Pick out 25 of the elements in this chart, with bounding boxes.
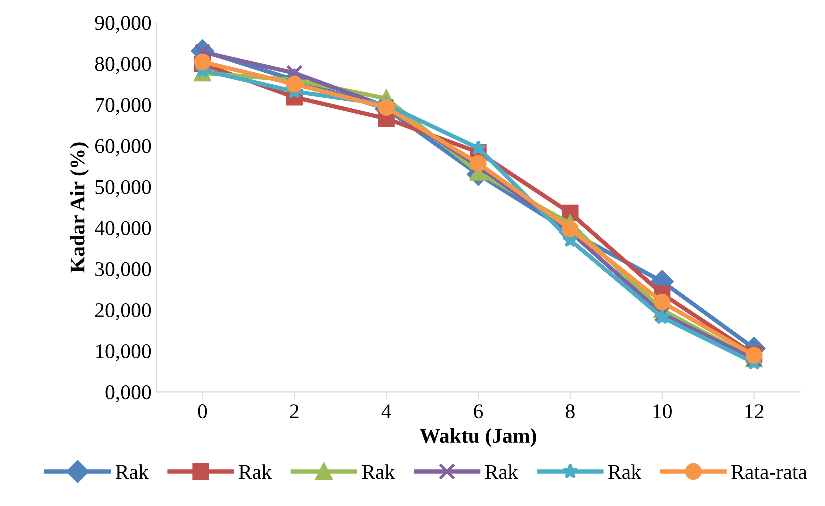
x-tick-label: 12 bbox=[746, 404, 764, 418]
x-tick-label: 2 bbox=[290, 404, 299, 418]
y-axis-title: Kadar Air (%) bbox=[70, 142, 90, 273]
legend-label: Rak bbox=[362, 464, 396, 480]
legend-label: Rak bbox=[485, 464, 518, 480]
x-tick-label: 6 bbox=[474, 404, 484, 419]
y-tick-label: 20,000 bbox=[96, 303, 152, 320]
legend-label: Rak bbox=[116, 464, 149, 480]
x-tick-label: 4 bbox=[382, 404, 392, 418]
legend-label: Rak bbox=[239, 464, 272, 480]
y-tick-label: 40,000 bbox=[95, 221, 152, 238]
y-tick-label: 60,000 bbox=[95, 139, 152, 156]
x-tick-label: 10 bbox=[654, 404, 672, 419]
x-tick-label: 8 bbox=[566, 404, 575, 419]
x-axis-title: Waktu (Jam) bbox=[420, 428, 536, 448]
x-tick-label: 0 bbox=[198, 404, 208, 419]
legend-label: Rata-rata bbox=[732, 465, 808, 480]
y-tick-label: 10,000 bbox=[96, 344, 152, 362]
y-tick-label: 80,000 bbox=[95, 57, 152, 74]
y-tick-label: 30,000 bbox=[96, 262, 152, 280]
y-tick-label: 50,000 bbox=[96, 180, 152, 198]
y-tick-label: 0,000 bbox=[106, 386, 152, 403]
y-tick-label: 90,000 bbox=[95, 16, 152, 34]
y-tick-label: 70,000 bbox=[96, 98, 152, 116]
legend-label: Rak bbox=[608, 464, 642, 480]
